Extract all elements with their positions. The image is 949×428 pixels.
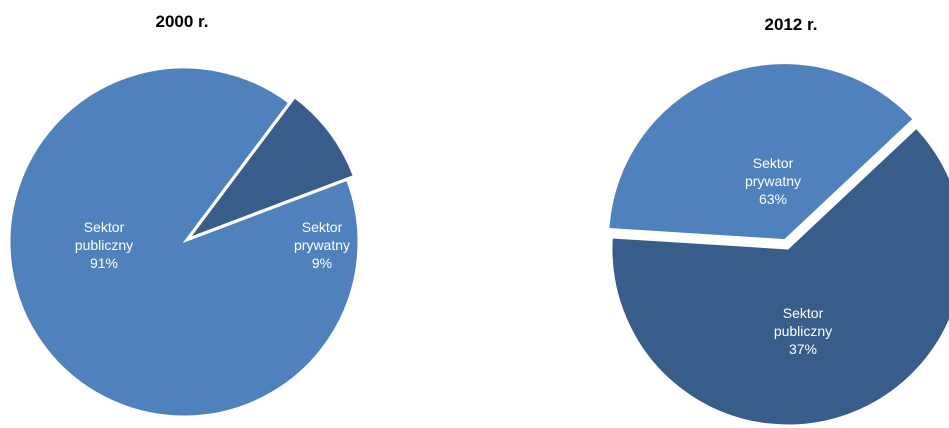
- pie-slice-2000-publiczny: [9, 67, 359, 417]
- slice-label-2000-publiczny: Sektor publiczny 91%: [75, 219, 133, 271]
- slice-label-2012-publiczny: Sektor publiczny 37%: [774, 305, 832, 357]
- pie-slice-2012-prywatny: [611, 127, 949, 426]
- slice-label-2000-prywatny: Sektor prywatny 9%: [294, 219, 350, 271]
- pie-slice-2012-publiczny: [608, 63, 914, 241]
- chart-title-2000: 2000 r.: [156, 12, 209, 31]
- chart-2012: 2012 r. Sektor prywatny 63% Sektor publiczny…: [608, 15, 949, 426]
- slice-label-2012-prywatny: Sektor prywatny 63%: [745, 155, 801, 207]
- pie-slice-2000-prywatny: [188, 97, 354, 239]
- chart-title-2012: 2012 r.: [765, 15, 818, 34]
- chart-2000: 2000 r. Sektor publiczny 91% Sektor prywatny…: [9, 12, 359, 417]
